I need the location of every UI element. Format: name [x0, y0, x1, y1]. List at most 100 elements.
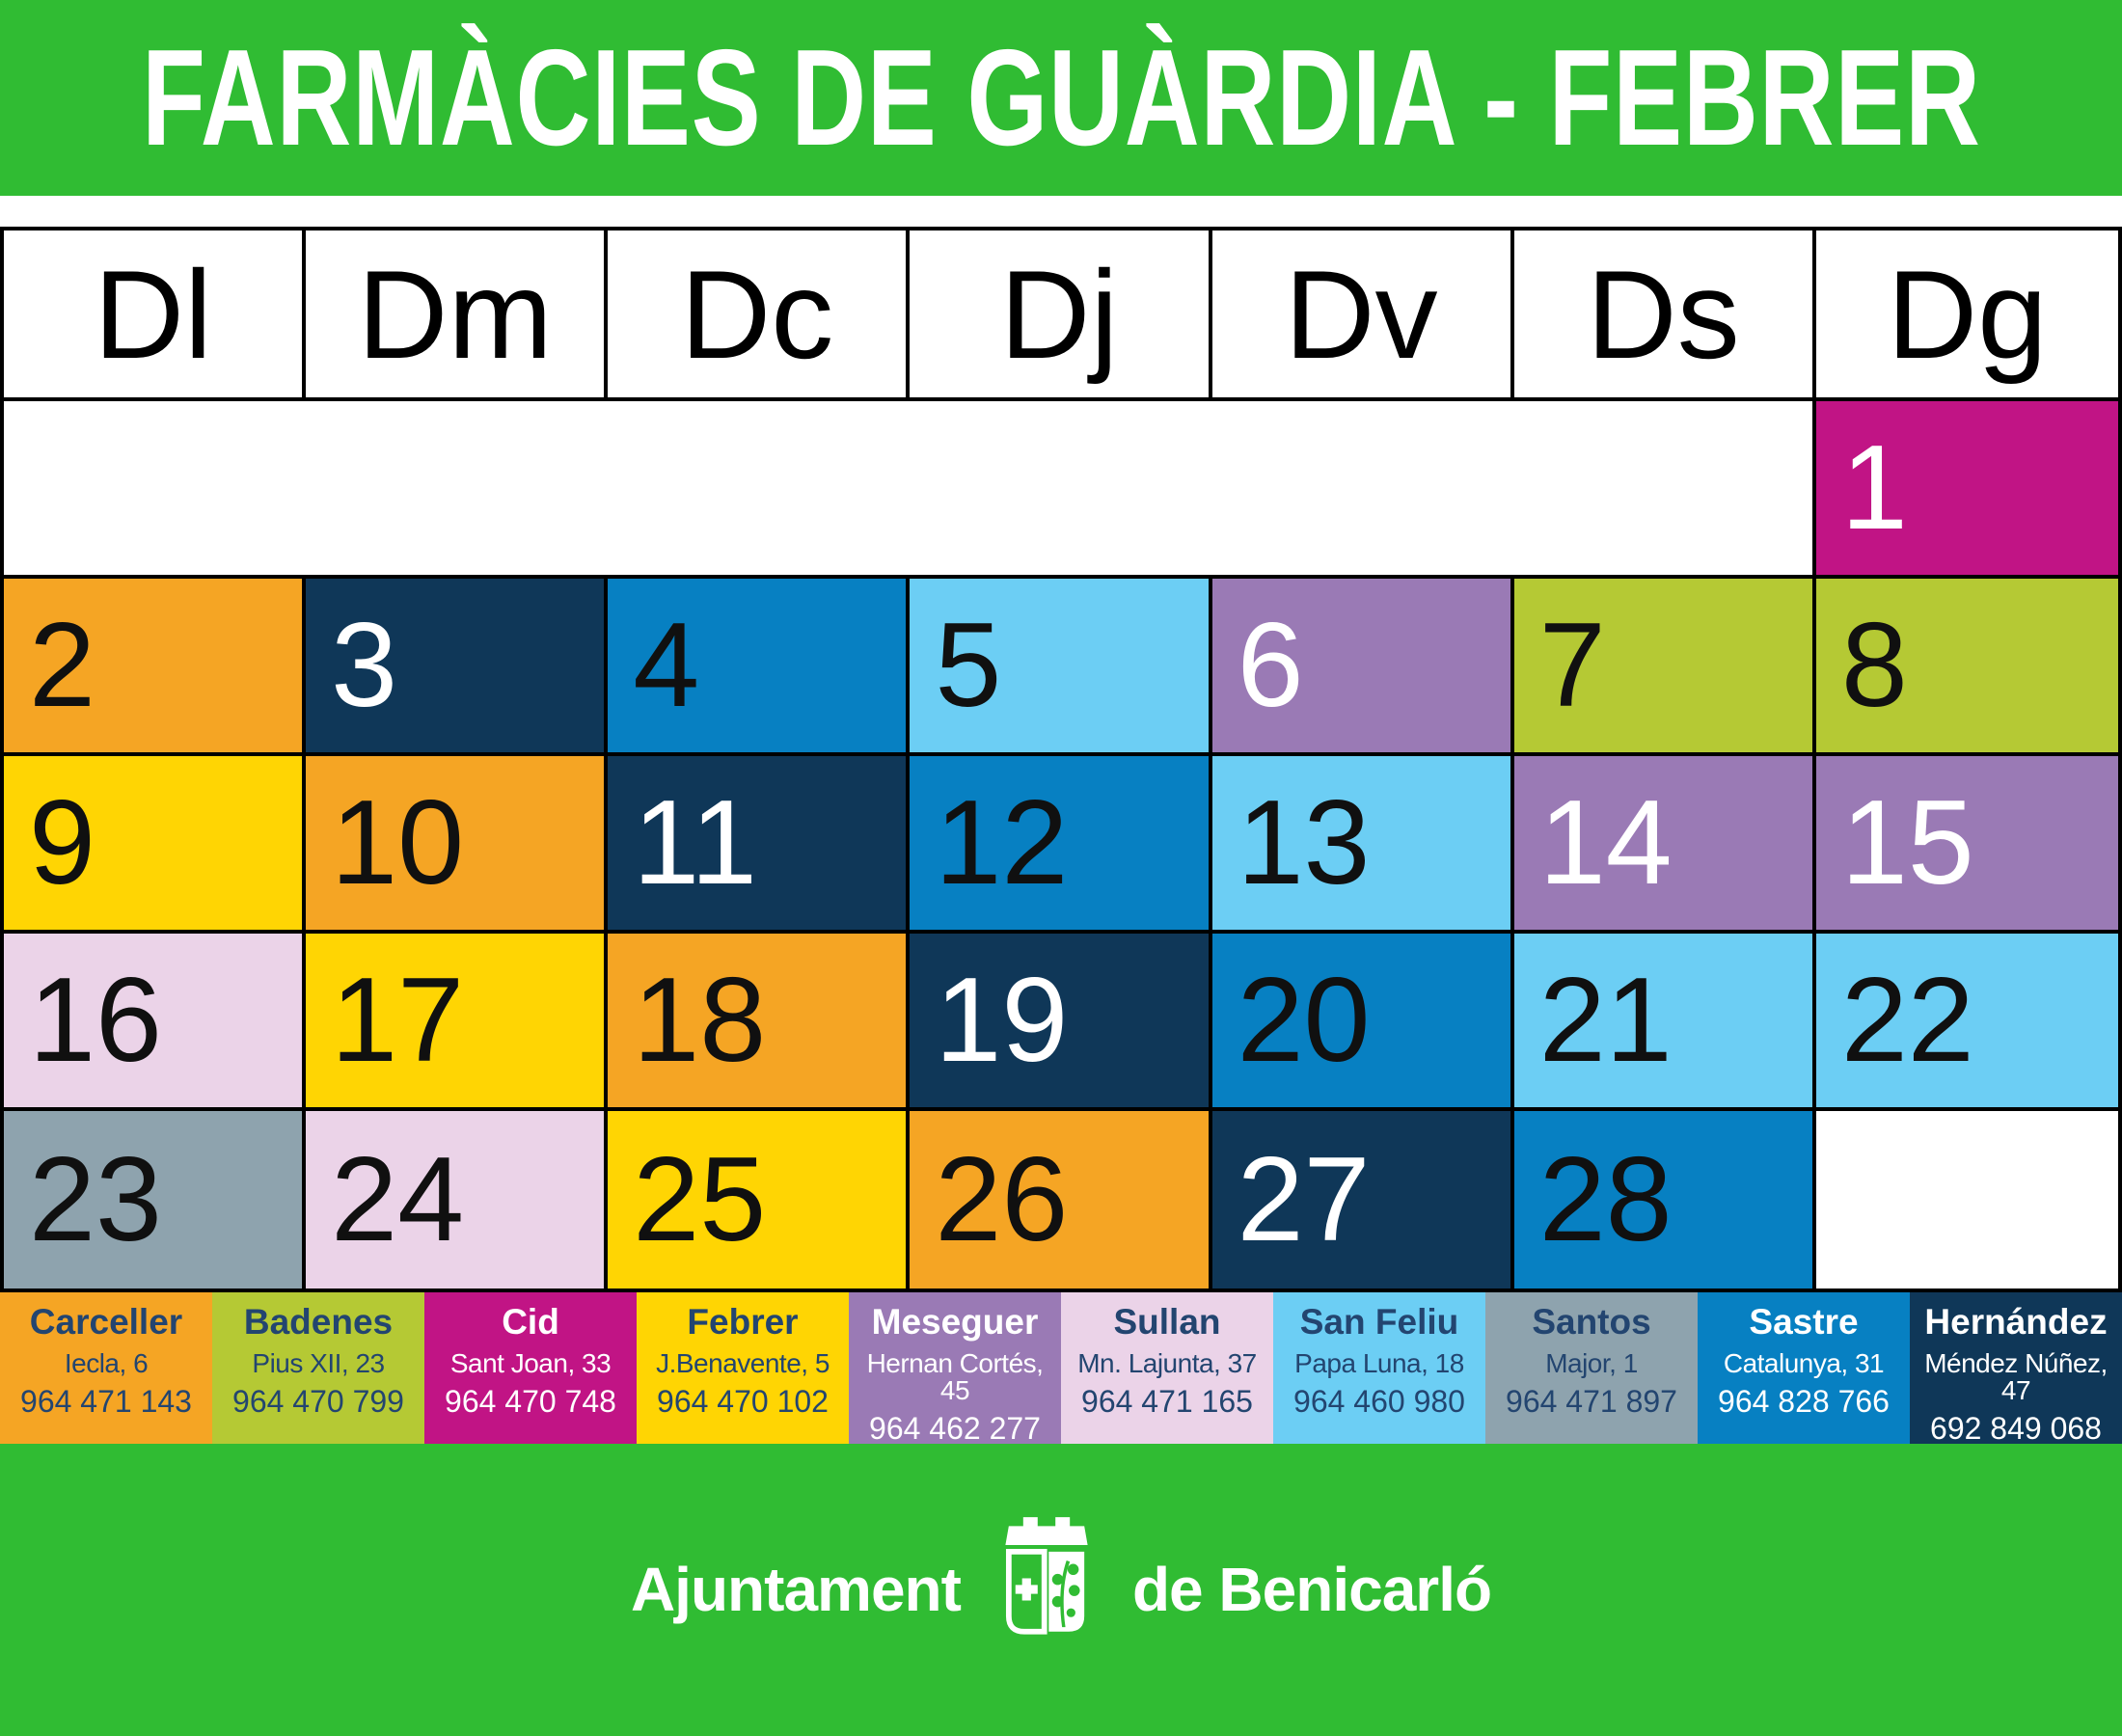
day-cell-6: 6 — [1211, 579, 1514, 756]
pharmacy-phone: 964 828 766 — [1718, 1383, 1890, 1419]
day-number: 1 — [1840, 421, 1908, 555]
plant-sprig — [1051, 1560, 1080, 1628]
pharmacy-name: Meseguer — [871, 1302, 1039, 1342]
day-cell-13: 13 — [1211, 756, 1514, 934]
pharmacy-name: Sullan — [1113, 1302, 1221, 1342]
day-number: 27 — [1237, 1133, 1371, 1266]
weekday-header-dv: Dv — [1211, 231, 1514, 401]
day-number: 10 — [331, 776, 465, 909]
weekday-label: Dj — [999, 243, 1119, 385]
pharmacy-address: Sant Joan, 33 — [449, 1347, 612, 1378]
day-cell-14: 14 — [1513, 756, 1816, 934]
pharmacy-phone: 964 460 980 — [1293, 1383, 1465, 1419]
legend-entry-meseguer: Meseguer Hernan Cortés, 45 964 462 277 — [849, 1292, 1061, 1444]
pharmacy-address: Papa Luna, 18 — [1294, 1347, 1464, 1378]
weekday-header-dc: Dc — [608, 231, 911, 401]
day-cell-24: 24 — [306, 1111, 609, 1288]
legend-entry-carceller: Carceller Iecla, 6 964 471 143 — [0, 1292, 212, 1444]
pharmacy-address: J.Benavente, 5 — [656, 1347, 830, 1378]
weekday-header-ds: Ds — [1513, 231, 1816, 401]
pharmacy-name: Hernández — [1924, 1302, 2108, 1342]
day-number: 24 — [331, 1133, 465, 1266]
pharmacy-phone: 964 470 748 — [445, 1383, 616, 1419]
day-number: 2 — [29, 599, 95, 732]
day-cell-2: 2 — [4, 579, 307, 756]
weekday-header-dl: Dl — [4, 231, 307, 401]
day-cell-21: 21 — [1513, 934, 1816, 1111]
day-cell-3: 3 — [306, 579, 609, 756]
benicarlo-coat-of-arms-icon — [1005, 1517, 1088, 1635]
crown-shape — [1005, 1517, 1088, 1546]
pharmacy-address: Major, 1 — [1545, 1347, 1638, 1378]
day-number: 20 — [1237, 954, 1371, 1087]
day-number: 21 — [1538, 954, 1673, 1087]
day-cell-9: 9 — [4, 756, 307, 934]
day-cell-17: 17 — [306, 934, 609, 1111]
legend-entry-hernández: Hernández Méndez Núñez, 47 692 849 068 — [1910, 1292, 2122, 1444]
day-number: 7 — [1538, 599, 1606, 732]
day-number: 6 — [1237, 599, 1304, 732]
day-cell-11: 11 — [608, 756, 911, 934]
pharmacy-name: Santos — [1532, 1302, 1651, 1342]
pharmacy-phone: 964 471 897 — [1506, 1383, 1677, 1419]
weekday-label: Dm — [357, 243, 553, 385]
empty-cells-before-day-1 — [4, 401, 1816, 579]
footer: Ajuntament de Benicarló — [0, 1443, 2122, 1736]
legend-entry-sastre: Sastre Catalunya, 31 964 828 766 — [1698, 1292, 1910, 1444]
day-cell-23: 23 — [4, 1111, 307, 1288]
day-number: 23 — [29, 1133, 162, 1266]
day-number: 16 — [29, 954, 162, 1087]
pharmacy-phone: 964 470 799 — [232, 1383, 404, 1419]
legend-entry-san-feliu: San Feliu Papa Luna, 18 964 460 980 — [1273, 1292, 1485, 1444]
day-cell-8: 8 — [1815, 579, 2118, 756]
shield-left-panel — [1005, 1549, 1047, 1635]
day-cell-1: 1 — [1815, 401, 2118, 579]
weekday-label: Dc — [680, 243, 834, 385]
day-number: 15 — [1840, 776, 1974, 909]
pharmacy-name: Cid — [502, 1302, 559, 1342]
pharmacy-name: Febrer — [687, 1302, 799, 1342]
footer-org-name-right: de Benicarló — [1131, 1555, 1492, 1625]
footer-org-name-left: Ajuntament — [630, 1555, 962, 1625]
day-cell-22: 22 — [1815, 934, 2118, 1111]
calendar-grid: Dl Dm Dc Dj Dv Ds Dg 1 2 3 4 5 6 7 8 9 10 11 12 13 14 15 16 17 1… — [0, 227, 2122, 1292]
day-cell-10: 10 — [306, 756, 609, 934]
pharmacy-address: Catalunya, 31 — [1723, 1347, 1885, 1378]
empty-cell-after-day-28 — [1815, 1111, 2118, 1288]
legend-entry-cid: Cid Sant Joan, 33 964 470 748 — [424, 1292, 637, 1444]
day-cell-4: 4 — [608, 579, 911, 756]
pharmacy-address: Mn. Lajunta, 37 — [1077, 1347, 1257, 1378]
weekday-label: Dv — [1284, 243, 1438, 385]
day-cell-19: 19 — [910, 934, 1212, 1111]
pharmacy-address: Iecla, 6 — [64, 1347, 149, 1378]
weekday-label: Ds — [1586, 243, 1740, 385]
cross-vertical — [1021, 1578, 1031, 1601]
legend-entry-santos: Santos Major, 1 964 471 897 — [1485, 1292, 1698, 1444]
day-number: 13 — [1237, 776, 1371, 909]
day-number: 9 — [29, 776, 95, 909]
day-number: 22 — [1840, 954, 1974, 1087]
day-number: 17 — [331, 954, 465, 1087]
day-cell-16: 16 — [4, 934, 307, 1111]
pharmacy-name: Badenes — [243, 1302, 394, 1342]
day-number: 19 — [935, 954, 1069, 1087]
day-number: 11 — [633, 776, 758, 909]
pharmacy-phone: 692 849 068 — [1930, 1410, 2102, 1444]
day-number: 3 — [331, 599, 398, 732]
pharmacy-legend: Carceller Iecla, 6 964 471 143 Badenes Pius … — [0, 1292, 2122, 1444]
day-cell-28: 28 — [1513, 1111, 1816, 1288]
day-number: 5 — [935, 599, 1002, 732]
day-number: 8 — [1840, 599, 1908, 732]
weekday-label: Dl — [94, 243, 212, 385]
day-number: 25 — [633, 1133, 767, 1266]
legend-entry-badenes: Badenes Pius XII, 23 964 470 799 — [212, 1292, 424, 1444]
pharmacy-name: Sastre — [1749, 1302, 1859, 1342]
page-title: FARMÀCIES DE GUÀRDIA - FEBRER — [141, 20, 1981, 175]
weekday-label: Dg — [1887, 243, 2048, 385]
day-cell-26: 26 — [910, 1111, 1212, 1288]
day-cell-27: 27 — [1211, 1111, 1514, 1288]
day-number: 18 — [633, 954, 767, 1087]
pharmacy-phone: 964 471 143 — [20, 1383, 192, 1419]
pharmacy-name: San Feliu — [1299, 1302, 1459, 1342]
day-cell-20: 20 — [1211, 934, 1514, 1111]
